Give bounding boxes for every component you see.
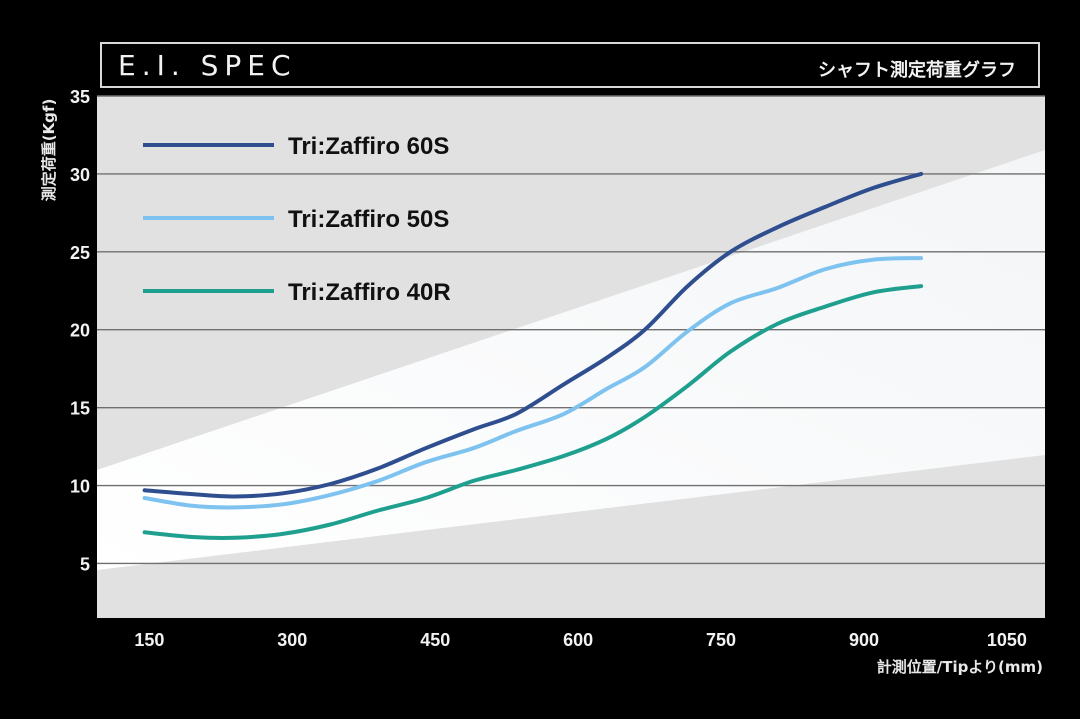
x-axis-ticks: 150 300 450 600 750 900 1050 [134, 630, 1027, 650]
x-tick-label: 1050 [987, 630, 1027, 650]
x-tick-label: 750 [706, 630, 736, 650]
y-tick-label: 25 [70, 243, 90, 263]
y-tick-label: 20 [70, 321, 90, 341]
series-line-0 [142, 171, 924, 499]
x-tick-label: 300 [277, 630, 307, 650]
x-tick-label: 150 [134, 630, 164, 650]
x-axis-label: 計測位置/Tipより(mm) [877, 658, 1043, 676]
legend-label-1: Tri:Zaffiro 50S [288, 206, 449, 233]
series-line-2 [142, 284, 924, 541]
y-tick-label: 35 [70, 87, 90, 107]
gridlines [97, 95, 1045, 565]
y-tick-label: 5 [80, 554, 90, 574]
chart-header: E.I. SPEC シャフト測定荷重グラフ [100, 42, 1040, 88]
chart-title: E.I. SPEC [118, 49, 297, 82]
legend-label-0: Tri:Zaffiro 60S [288, 133, 449, 160]
legend: Tri:Zaffiro 60S Tri:Zaffiro 50S Tri:Zaffir… [143, 133, 451, 306]
y-tick-label: 15 [70, 399, 90, 419]
y-tick-label: 10 [70, 477, 90, 497]
x-tick-label: 900 [849, 630, 879, 650]
y-tick-label: 30 [70, 165, 90, 185]
x-tick-label: 450 [420, 630, 450, 650]
legend-label-2: Tri:Zaffiro 40R [288, 279, 451, 306]
y-axis-label: 測定荷重(Kgf) [40, 99, 58, 202]
series-line-1 [142, 256, 924, 510]
x-tick-label: 600 [563, 630, 593, 650]
chart-subtitle: シャフト測定荷重グラフ [818, 60, 1016, 81]
y-axis-ticks: 5 10 15 20 25 30 35 [70, 87, 90, 574]
series-layer [142, 171, 924, 541]
